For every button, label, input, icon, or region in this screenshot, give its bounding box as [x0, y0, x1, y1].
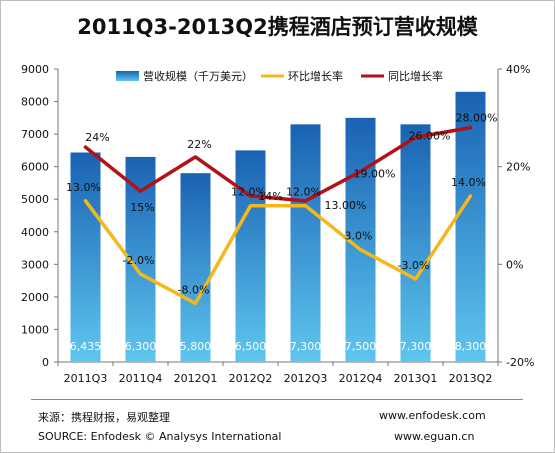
x-tick-label: 2013Q1 — [394, 372, 438, 385]
bar — [455, 91, 486, 363]
y-tick-label: 7000 — [21, 128, 49, 141]
yoy-data-label: 22% — [187, 138, 211, 151]
y2-tick-label: 40% — [506, 63, 530, 76]
x-tick-label: 2013Q2 — [449, 372, 493, 385]
bar — [180, 173, 211, 362]
legend-label-revenue: 营收规模（千万美元） — [143, 69, 253, 83]
footer-divider — [31, 399, 523, 400]
y-tick-label: 2000 — [21, 291, 49, 304]
y-tick-label: 8000 — [21, 96, 49, 109]
yoy-data-label: 26.00% — [409, 129, 451, 142]
x-tick-label: 2012Q3 — [284, 372, 328, 385]
qoq-data-label: -3.0% — [398, 259, 430, 272]
bar-value-label: 6,435 — [70, 340, 102, 353]
qoq-data-label: 12.0% — [286, 186, 321, 199]
y-tick-label: 0 — [42, 356, 49, 369]
legend-label-qoq: 环比增长率 — [288, 69, 343, 83]
bar-value-label: 7,300 — [400, 340, 432, 353]
y-tick-label: 1000 — [21, 323, 49, 336]
yoy-data-label: 13.00% — [325, 199, 367, 212]
qoq-data-label: -8.0% — [178, 283, 210, 296]
legend-swatch-revenue — [116, 71, 139, 81]
bar-value-label: 7,500 — [345, 340, 377, 353]
bar-value-label: 6,300 — [125, 340, 157, 353]
qoq-data-label: -2.0% — [123, 254, 155, 267]
bar-value-label: 8,300 — [455, 340, 487, 353]
qoq-data-label: 14.0% — [451, 176, 486, 189]
bar — [290, 124, 321, 362]
x-tick-label: 2011Q4 — [119, 372, 163, 385]
qoq-data-label: 3.0% — [345, 230, 373, 243]
series-line-qoq — [83, 194, 473, 306]
x-tick-label: 2012Q2 — [229, 372, 273, 385]
yoy-data-label: 28.00% — [456, 112, 498, 125]
bar-value-label: 5,800 — [180, 340, 212, 353]
y2-tick-label: -20% — [506, 356, 534, 369]
y-tick-label: 4000 — [21, 226, 49, 239]
site-eguan: www.eguan.cn — [394, 430, 475, 443]
x-tick-label: 2011Q3 — [64, 372, 108, 385]
qoq-data-label: 13.0% — [66, 181, 101, 194]
series-line-yoy — [83, 125, 473, 203]
bar — [235, 150, 266, 362]
bar — [400, 124, 431, 362]
y-tick-label: 3000 — [21, 258, 49, 271]
x-tick-label: 2012Q4 — [339, 372, 383, 385]
bar — [70, 152, 101, 362]
bar-value-label: 6,500 — [235, 340, 267, 353]
site-enfodesk: www.enfodesk.com — [379, 409, 486, 422]
bar-value-label: 7,300 — [290, 340, 322, 353]
yoy-data-label: 14% — [258, 190, 282, 203]
yoy-data-label: 19.00% — [354, 168, 396, 181]
yoy-data-label: 15% — [130, 201, 154, 214]
source-cn: 来源：携程财报，易观整理 — [38, 411, 170, 424]
y2-tick-label: 20% — [506, 161, 530, 174]
y2-tick-label: 0% — [506, 258, 523, 271]
y-tick-label: 6000 — [21, 161, 49, 174]
qoq-data-label: 12.0% — [231, 186, 266, 199]
legend-label-yoy: 同比增长率 — [388, 69, 443, 83]
yoy-data-label: 24% — [85, 131, 109, 144]
y-tick-label: 5000 — [21, 193, 49, 206]
y-tick-label: 9000 — [21, 63, 49, 76]
x-tick-label: 2012Q1 — [174, 372, 218, 385]
source-en: SOURCE: Enfodesk © Analysys Internationa… — [38, 430, 282, 443]
chart-title: 2011Q3-2013Q2携程酒店预订营收规模 — [77, 15, 478, 39]
